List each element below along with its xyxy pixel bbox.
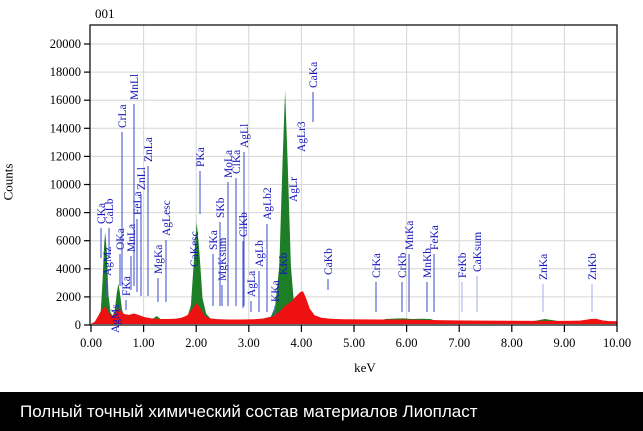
element-marker-label: ClKa bbox=[231, 150, 243, 174]
x-tick-label: 0.00 bbox=[80, 336, 102, 350]
element-marker-label: AgLr3 bbox=[296, 121, 308, 152]
element-marker-label: AgLesc bbox=[161, 200, 173, 236]
x-tick-label: 10.00 bbox=[603, 336, 631, 350]
element-marker-label: OKa bbox=[115, 228, 127, 250]
x-tick-label: 5.00 bbox=[343, 336, 365, 350]
y-tick-label: 6000 bbox=[56, 234, 81, 248]
x-tick-label: 3.00 bbox=[238, 336, 260, 350]
element-marker-label: ZnLa bbox=[143, 137, 155, 162]
y-tick-label: 14000 bbox=[50, 121, 81, 135]
element-marker-label: ZnKb bbox=[587, 253, 599, 280]
element-marker-label: MgKa bbox=[153, 245, 165, 274]
element-marker-label: MnKa bbox=[404, 221, 416, 250]
x-tick-label: 9.00 bbox=[553, 336, 575, 350]
y-tick-label: 20000 bbox=[50, 37, 81, 51]
element-marker-label: SKb bbox=[215, 197, 227, 218]
element-marker-label: ZnLl bbox=[136, 167, 148, 190]
element-marker-label: AgLb bbox=[254, 240, 266, 267]
element-marker-label: ZnKa bbox=[538, 254, 550, 280]
x-tick-label: 2.00 bbox=[185, 336, 207, 350]
element-marker-label: MgKsum bbox=[217, 237, 229, 281]
element-marker-label: FKa bbox=[121, 276, 133, 296]
y-tick-label: 18000 bbox=[50, 65, 81, 79]
element-marker-label: CaKb bbox=[323, 248, 335, 275]
x-tick-label: 8.00 bbox=[501, 336, 523, 350]
caption-text: Полный точный химический состав материал… bbox=[20, 401, 478, 421]
element-marker-label: CaKesc bbox=[189, 231, 201, 267]
element-marker-label: CaLb bbox=[104, 198, 116, 224]
element-marker-label: KKa bbox=[270, 280, 282, 302]
element-marker-label: MnKb bbox=[422, 248, 434, 278]
spectrum-id-label: 001 bbox=[95, 6, 115, 21]
element-marker-label: CaKa bbox=[308, 62, 320, 88]
y-tick-label: 0 bbox=[75, 318, 81, 332]
y-tick-label: 16000 bbox=[50, 93, 81, 107]
element-marker-label: AgLr bbox=[288, 177, 300, 202]
element-marker-label: AgLa bbox=[246, 271, 258, 297]
element-marker-label: AgMz bbox=[102, 247, 114, 276]
x-tick-label: 6.00 bbox=[396, 336, 418, 350]
element-marker-label: AgMs bbox=[110, 304, 122, 333]
y-tick-label: 4000 bbox=[56, 262, 81, 276]
element-marker-label: FeKa bbox=[429, 225, 441, 250]
element-marker-label: PKa bbox=[195, 147, 207, 167]
caption-bar: Полный точный химический состав материал… bbox=[0, 392, 643, 431]
element-marker-label: MnLa bbox=[126, 224, 138, 252]
element-marker-label: CrKb bbox=[397, 252, 409, 278]
element-marker-label: MnLl bbox=[129, 74, 141, 100]
y-tick-label: 2000 bbox=[56, 290, 81, 304]
y-tick-label: 10000 bbox=[50, 178, 81, 192]
x-axis-title: keV bbox=[354, 360, 376, 375]
element-marker-label: CaKsum bbox=[472, 232, 484, 272]
spectrum-2-red-area bbox=[91, 291, 617, 324]
element-marker-label: ClKb bbox=[238, 212, 250, 237]
x-tick-label: 1.00 bbox=[133, 336, 155, 350]
element-marker-label: CrKa bbox=[371, 253, 383, 278]
x-tick-label: 4.00 bbox=[290, 336, 312, 350]
element-marker-label: FeKb bbox=[457, 252, 469, 278]
element-marker-label: FeLa bbox=[132, 191, 144, 215]
element-marker-label: KKb bbox=[278, 252, 290, 275]
x-tick-label: 7.00 bbox=[448, 336, 470, 350]
spectrum-plot: 0 2000 4000 6000 8000 10000 12000 14000 16000 180… bbox=[50, 24, 631, 350]
element-marker-label: AgLb2 bbox=[262, 187, 274, 220]
element-marker-label: CKa bbox=[96, 203, 108, 224]
element-marker-label: SKa bbox=[208, 230, 220, 250]
element-marker-label: AgLl bbox=[239, 124, 251, 148]
element-marker-label: CrLa bbox=[117, 104, 129, 128]
element-marker-label: MoLa bbox=[223, 150, 235, 178]
y-tick-label: 8000 bbox=[56, 206, 81, 220]
y-tick-label: 12000 bbox=[50, 149, 81, 163]
